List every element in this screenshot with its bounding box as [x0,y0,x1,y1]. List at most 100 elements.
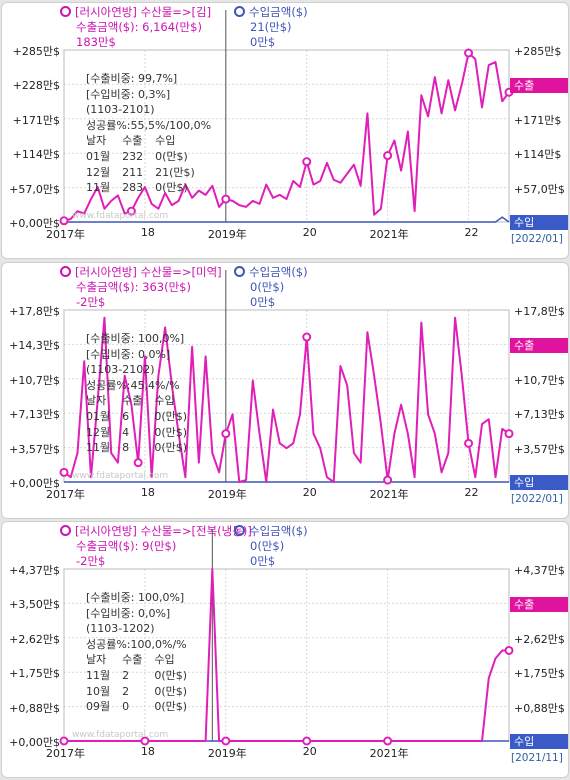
info-table-header: 날자 수출 수입 [86,393,199,409]
export-value-sub: -2만$ [76,554,106,568]
info-table-cell: 2 [122,684,130,698]
export-data-point[interactable] [133,458,143,468]
y-tick-left: +0,88만$ [9,701,60,715]
chart-panel-2: [러시아연방] 수산물=>[미역] 수입금액($) 수출금액($): 363(만… [1,262,569,519]
info-table-header: 날자 수출 수입 [86,652,199,668]
export-data-point-latest[interactable] [504,645,514,655]
line-chart-svg [59,10,514,226]
export-circle-icon [60,266,71,277]
date-label: [2022/01] [511,493,563,505]
import-value-sub: 0만$ [250,554,276,568]
chart-panel-3: [러시아연방] 수산물=>[전복(냉동)] 수입금액($) 수출금액($): 9… [1,521,569,778]
export-data-point[interactable] [302,157,312,167]
legend-export-label: [러시아연방] 수산물=>[김] [75,5,212,19]
info-line: (1103-1202) [86,622,155,636]
export-data-point[interactable] [59,736,69,746]
import-circle-icon [234,6,245,17]
export-value-sub: 183만$ [76,35,116,49]
export-data-point[interactable] [383,151,393,161]
y-tick-left: +0,00만$ [9,217,60,230]
export-data-point[interactable] [140,736,150,746]
export-data-point[interactable] [464,48,474,58]
info-table-cell: 232 [122,149,144,163]
export-data-point[interactable] [221,194,231,204]
x-tick: 22 [464,486,479,499]
export-data-point[interactable] [464,438,474,448]
watermark: www.fdataportal.com [72,730,169,740]
legend-export[interactable]: [러시아연방] 수산물=>[김] [60,5,211,20]
legend-import[interactable]: 수입금액($) [234,5,308,20]
info-line: [수입비중: 0,0%] [86,606,171,620]
info-table-cell: 날자 [86,653,107,667]
chart-panel-1: [러시아연방] 수산물=>[김] 수입금액($) 수출금액($): 6,164(… [1,2,569,259]
export-data-point[interactable] [221,736,231,746]
x-tick: 2019年 [207,488,247,501]
y-tick-right: +57,0만$ [514,182,565,196]
info-table-cell: 2 [122,668,130,682]
legend-export[interactable]: [러시아연방] 수산물=>[미역] [60,265,222,280]
y-tick-right: +10,7만$ [514,373,565,387]
info-table-cell: 0 [122,700,130,714]
x-tick: 20 [302,745,317,758]
plot-area[interactable] [59,529,514,746]
info-line: [수출비중: 99,7%] [86,72,178,85]
export-data-point[interactable] [302,736,312,746]
info-table-cell: 0(만$) [154,409,188,423]
y-tick-left: +17,8만$ [9,305,60,318]
info-line: [수출비중: 100,0%] [86,332,185,345]
info-table-cell: 11월 [86,441,111,455]
export-data-point[interactable] [221,429,231,439]
info-line: (1103-2101) [86,103,155,117]
export-data-point[interactable] [59,216,69,226]
y-tick-left: +14,3만$ [9,339,60,353]
export-data-point[interactable] [302,332,312,342]
export-circle-icon [60,6,71,17]
y-tick-right: +114만$ [514,148,562,162]
info-table-cell: 날자 [86,134,107,148]
info-box: [수출비중: 99,7%] [수입비중: 0,3%] (1103-2101) 성공률%… [86,71,211,196]
info-table-row: 01월 232 0(만$) [86,149,207,165]
y-tick-right: +4,37만$ [514,564,565,577]
info-table-cell: 09월 [86,700,111,714]
y-tick-left: +3,57만$ [9,442,60,456]
export-data-point[interactable] [126,206,136,216]
export-data-point[interactable] [383,475,393,485]
legend-import[interactable]: 수입금액($) [234,265,308,280]
legend-export[interactable]: [러시아연방] 수산물=>[전복(냉동)] [60,524,252,539]
y-tick-right: +285만$ [514,45,562,58]
export-series-line [63,52,510,222]
info-line: 성공률%:55,5%/100,0% [86,118,212,132]
info-table-row: 12월 211 21(만$) [86,165,207,181]
export-data-point[interactable] [383,736,393,746]
export-data-point[interactable] [59,467,69,477]
legend-import[interactable]: 수입금액($) [234,524,308,539]
info-table: 날자 수출 수입 01월 232 0(만$) 12월 211 21(만$) 11월 283 0(만$) [86,133,207,195]
y-tick-right: +2,62만$ [514,632,565,646]
x-tick: 2019年 [207,747,247,760]
y-tick-right: +17,8만$ [514,305,565,318]
info-table-row: 11월 283 0(만$) [86,180,207,196]
plot-area[interactable] [59,10,514,226]
x-tick: 18 [140,486,155,499]
export-data-point-latest[interactable] [504,429,514,439]
x-tick: 2021年 [369,228,409,241]
info-table-cell: 수출 [122,394,143,408]
y-tick-left: +171만$ [12,113,60,127]
y-tick-right: +171만$ [514,113,562,127]
y-tick-left: +2,62만$ [9,632,60,646]
legend-import-label: 수입금액($) [249,5,308,19]
plot-area[interactable] [59,270,514,485]
y-tick-right: +3,57만$ [514,442,565,456]
info-table-row: 12월 4 0(만$) [86,425,199,441]
import-circle-icon [234,525,245,536]
info-table-cell: 283 [122,181,144,195]
import-value-label: 21(만$) [250,20,292,34]
import-tag: 수입 [510,734,568,749]
info-table-cell: 날자 [86,394,107,408]
info-table-cell: 0(만$) [155,181,188,195]
y-tick-left: +57,0만$ [9,182,60,196]
x-tick: 20 [302,486,317,499]
info-table-cell: 0(만$) [154,668,188,682]
y-tick-right: +1,75만$ [514,667,565,681]
info-line: 성공률%:100,0%/% [86,637,187,651]
